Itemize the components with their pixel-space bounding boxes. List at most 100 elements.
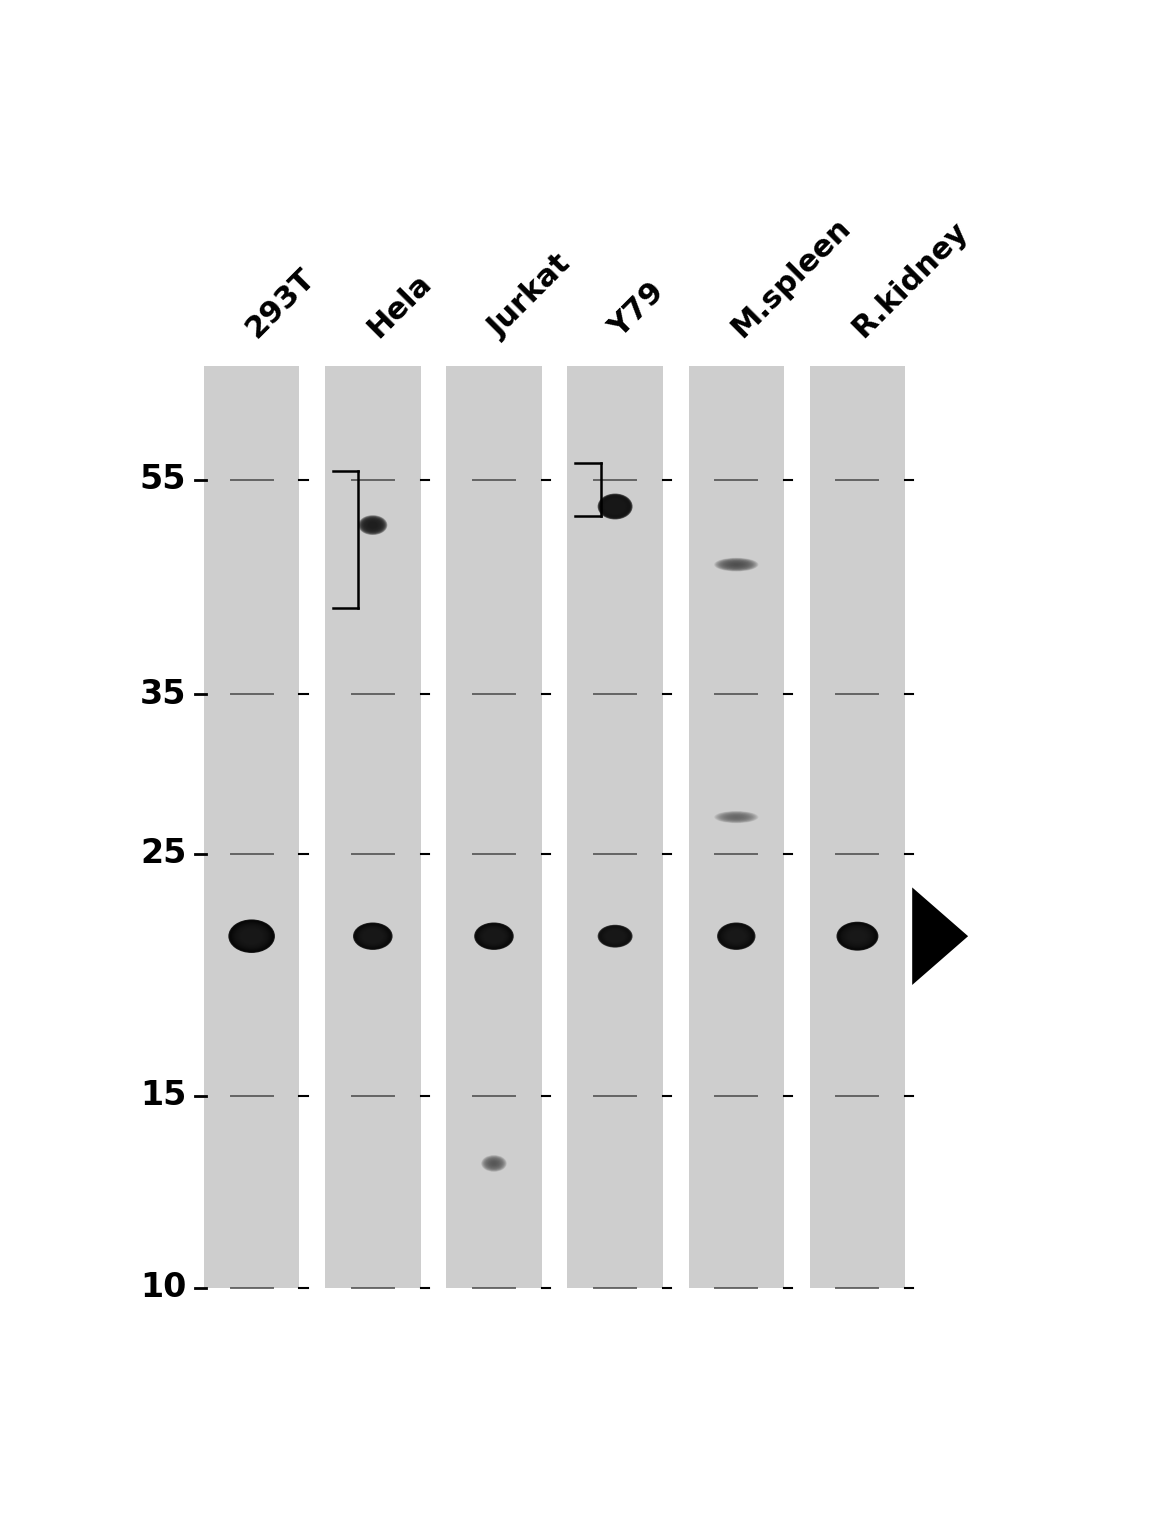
Ellipse shape: [486, 931, 502, 942]
Ellipse shape: [245, 931, 259, 942]
Ellipse shape: [841, 925, 874, 948]
Ellipse shape: [232, 922, 271, 951]
Ellipse shape: [609, 503, 621, 511]
Ellipse shape: [716, 558, 756, 572]
Ellipse shape: [853, 933, 862, 940]
Text: Y79: Y79: [605, 277, 670, 343]
Ellipse shape: [600, 927, 630, 946]
Ellipse shape: [853, 933, 862, 939]
Ellipse shape: [238, 927, 266, 946]
Ellipse shape: [603, 498, 627, 515]
Ellipse shape: [361, 928, 384, 945]
Ellipse shape: [610, 503, 620, 511]
Ellipse shape: [354, 924, 391, 949]
Ellipse shape: [606, 930, 624, 942]
Ellipse shape: [843, 927, 871, 945]
Ellipse shape: [363, 518, 382, 532]
Ellipse shape: [363, 520, 382, 530]
Ellipse shape: [841, 925, 874, 948]
Ellipse shape: [372, 936, 374, 937]
Ellipse shape: [355, 924, 390, 948]
Ellipse shape: [478, 925, 510, 948]
Ellipse shape: [716, 922, 755, 949]
Ellipse shape: [605, 930, 626, 943]
Text: M.spleen: M.spleen: [726, 212, 856, 343]
Ellipse shape: [479, 925, 509, 946]
Ellipse shape: [481, 1155, 507, 1172]
Ellipse shape: [612, 504, 619, 509]
Ellipse shape: [607, 931, 623, 942]
Ellipse shape: [361, 517, 384, 533]
Bar: [567, 366, 663, 1288]
Bar: [446, 366, 542, 1288]
Ellipse shape: [718, 559, 755, 570]
Ellipse shape: [715, 558, 757, 572]
Ellipse shape: [719, 924, 754, 949]
Ellipse shape: [730, 933, 742, 940]
Ellipse shape: [486, 930, 502, 942]
Ellipse shape: [234, 924, 269, 949]
Ellipse shape: [714, 811, 758, 823]
Ellipse shape: [599, 495, 631, 518]
Ellipse shape: [240, 928, 263, 945]
Ellipse shape: [848, 930, 867, 942]
Ellipse shape: [599, 494, 631, 520]
Ellipse shape: [354, 924, 391, 949]
Ellipse shape: [476, 924, 511, 948]
Ellipse shape: [850, 931, 864, 940]
Ellipse shape: [249, 934, 254, 937]
Ellipse shape: [838, 922, 877, 949]
Ellipse shape: [367, 521, 379, 529]
Text: 293T: 293T: [241, 262, 320, 343]
Ellipse shape: [599, 925, 631, 946]
Ellipse shape: [612, 934, 619, 939]
Ellipse shape: [714, 558, 758, 572]
Ellipse shape: [474, 922, 514, 949]
Ellipse shape: [231, 920, 273, 951]
Ellipse shape: [718, 812, 755, 823]
Ellipse shape: [361, 517, 384, 533]
Ellipse shape: [366, 931, 380, 942]
Ellipse shape: [852, 933, 863, 940]
Ellipse shape: [610, 503, 620, 509]
Ellipse shape: [485, 1157, 503, 1169]
Ellipse shape: [602, 928, 628, 945]
Ellipse shape: [715, 811, 757, 823]
Ellipse shape: [483, 1157, 504, 1170]
Ellipse shape: [235, 924, 268, 948]
Ellipse shape: [606, 930, 624, 942]
Ellipse shape: [228, 919, 275, 952]
Ellipse shape: [613, 934, 617, 937]
Ellipse shape: [840, 924, 875, 948]
Text: 55: 55: [140, 463, 186, 497]
Ellipse shape: [733, 934, 740, 939]
Ellipse shape: [358, 925, 388, 946]
Ellipse shape: [722, 927, 750, 946]
Ellipse shape: [721, 925, 751, 946]
Ellipse shape: [366, 520, 380, 530]
Ellipse shape: [249, 934, 254, 939]
Ellipse shape: [725, 928, 748, 945]
Ellipse shape: [481, 1155, 507, 1172]
Ellipse shape: [363, 930, 382, 943]
Ellipse shape: [726, 930, 747, 943]
Ellipse shape: [603, 498, 627, 515]
Ellipse shape: [358, 515, 387, 535]
Ellipse shape: [733, 933, 740, 939]
Ellipse shape: [610, 933, 620, 939]
Ellipse shape: [482, 1157, 506, 1170]
Ellipse shape: [836, 922, 878, 951]
Ellipse shape: [242, 930, 261, 943]
Ellipse shape: [365, 930, 381, 942]
Text: 35: 35: [140, 678, 186, 710]
Ellipse shape: [246, 933, 257, 940]
Ellipse shape: [359, 517, 386, 535]
Polygon shape: [912, 887, 968, 985]
Bar: [810, 366, 905, 1288]
Ellipse shape: [231, 922, 273, 951]
Text: Jurkat: Jurkat: [483, 250, 577, 343]
Ellipse shape: [728, 931, 744, 942]
Ellipse shape: [359, 927, 387, 946]
Ellipse shape: [480, 927, 508, 945]
Ellipse shape: [359, 515, 387, 535]
